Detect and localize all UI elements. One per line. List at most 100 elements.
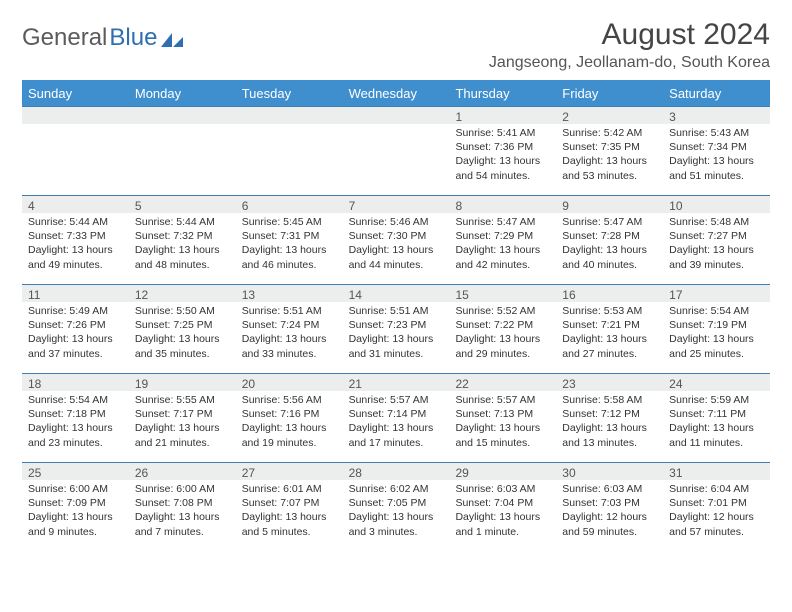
sunset-text: Sunset: 7:11 PM	[669, 407, 764, 421]
calendar-day: 29Sunrise: 6:03 AMSunset: 7:04 PMDayligh…	[449, 463, 556, 551]
day-number-band: 12	[129, 285, 236, 302]
logo-sail-icon	[161, 31, 183, 47]
daylight-text: Daylight: 13 hours and 27 minutes.	[562, 332, 657, 360]
sunset-text: Sunset: 7:14 PM	[349, 407, 444, 421]
day-number-band: 1	[449, 107, 556, 124]
sunset-text: Sunset: 7:28 PM	[562, 229, 657, 243]
sunset-text: Sunset: 7:36 PM	[455, 140, 550, 154]
sunrise-text: Sunrise: 5:57 AM	[349, 393, 444, 407]
sunrise-text: Sunrise: 5:59 AM	[669, 393, 764, 407]
daylight-text: Daylight: 12 hours and 59 minutes.	[562, 510, 657, 538]
sunrise-text: Sunrise: 5:44 AM	[28, 215, 123, 229]
day-info: Sunrise: 5:44 AMSunset: 7:33 PMDaylight:…	[26, 215, 125, 272]
day-number-band: 8	[449, 196, 556, 213]
sunrise-text: Sunrise: 5:55 AM	[135, 393, 230, 407]
daylight-text: Daylight: 13 hours and 1 minute.	[455, 510, 550, 538]
day-number-band: 4	[22, 196, 129, 213]
sunrise-text: Sunrise: 5:58 AM	[562, 393, 657, 407]
day-number-band: 15	[449, 285, 556, 302]
sunrise-text: Sunrise: 5:41 AM	[455, 126, 550, 140]
day-number-band: 9	[556, 196, 663, 213]
day-number: 24	[669, 377, 682, 391]
brand-part1: General	[22, 24, 107, 52]
sunrise-text: Sunrise: 5:51 AM	[242, 304, 337, 318]
day-info: Sunrise: 5:58 AMSunset: 7:12 PMDaylight:…	[560, 393, 659, 450]
sunrise-text: Sunrise: 5:44 AM	[135, 215, 230, 229]
calendar-week: 4Sunrise: 5:44 AMSunset: 7:33 PMDaylight…	[22, 195, 770, 284]
day-number-band	[236, 107, 343, 124]
day-info: Sunrise: 5:44 AMSunset: 7:32 PMDaylight:…	[133, 215, 232, 272]
daylight-text: Daylight: 13 hours and 53 minutes.	[562, 154, 657, 182]
daylight-text: Daylight: 13 hours and 29 minutes.	[455, 332, 550, 360]
sunrise-text: Sunrise: 5:43 AM	[669, 126, 764, 140]
day-info: Sunrise: 6:03 AMSunset: 7:04 PMDaylight:…	[453, 482, 552, 539]
daylight-text: Daylight: 13 hours and 5 minutes.	[242, 510, 337, 538]
day-number-band: 28	[343, 463, 450, 480]
weekday-header-row: Sunday Monday Tuesday Wednesday Thursday…	[22, 82, 770, 106]
day-number: 5	[135, 199, 142, 213]
day-info: Sunrise: 6:01 AMSunset: 7:07 PMDaylight:…	[240, 482, 339, 539]
calendar-day: 6Sunrise: 5:45 AMSunset: 7:31 PMDaylight…	[236, 196, 343, 284]
sunrise-text: Sunrise: 5:42 AM	[562, 126, 657, 140]
day-number-band: 20	[236, 374, 343, 391]
day-info: Sunrise: 5:45 AMSunset: 7:31 PMDaylight:…	[240, 215, 339, 272]
day-number-band: 10	[663, 196, 770, 213]
sunrise-text: Sunrise: 6:04 AM	[669, 482, 764, 496]
sunset-text: Sunset: 7:24 PM	[242, 318, 337, 332]
daylight-text: Daylight: 13 hours and 11 minutes.	[669, 421, 764, 449]
day-number-band: 17	[663, 285, 770, 302]
daylight-text: Daylight: 13 hours and 15 minutes.	[455, 421, 550, 449]
day-number: 2	[562, 110, 569, 124]
sunrise-text: Sunrise: 6:03 AM	[455, 482, 550, 496]
sunset-text: Sunset: 7:23 PM	[349, 318, 444, 332]
day-number: 7	[349, 199, 356, 213]
day-number-band: 30	[556, 463, 663, 480]
page-header: GeneralBlue August 2024 Jangseong, Jeoll…	[22, 18, 770, 72]
day-info: Sunrise: 6:00 AMSunset: 7:08 PMDaylight:…	[133, 482, 232, 539]
calendar-day: 17Sunrise: 5:54 AMSunset: 7:19 PMDayligh…	[663, 285, 770, 373]
day-number: 14	[349, 288, 362, 302]
daylight-text: Daylight: 13 hours and 46 minutes.	[242, 243, 337, 271]
sunset-text: Sunset: 7:26 PM	[28, 318, 123, 332]
day-info: Sunrise: 5:41 AMSunset: 7:36 PMDaylight:…	[453, 126, 552, 183]
day-info: Sunrise: 5:48 AMSunset: 7:27 PMDaylight:…	[667, 215, 766, 272]
day-number-band: 3	[663, 107, 770, 124]
calendar-day: 8Sunrise: 5:47 AMSunset: 7:29 PMDaylight…	[449, 196, 556, 284]
calendar-day: 14Sunrise: 5:51 AMSunset: 7:23 PMDayligh…	[343, 285, 450, 373]
calendar-day: 13Sunrise: 5:51 AMSunset: 7:24 PMDayligh…	[236, 285, 343, 373]
day-number: 18	[28, 377, 41, 391]
sunset-text: Sunset: 7:08 PM	[135, 496, 230, 510]
day-number: 4	[28, 199, 35, 213]
calendar: Sunday Monday Tuesday Wednesday Thursday…	[22, 80, 770, 551]
calendar-day: 5 Sunrise: 5:44 AMSunset: 7:32 PMDaylight…	[129, 196, 236, 284]
daylight-text: Daylight: 13 hours and 48 minutes.	[135, 243, 230, 271]
calendar-day: 27Sunrise: 6:01 AMSunset: 7:07 PMDayligh…	[236, 463, 343, 551]
sunset-text: Sunset: 7:12 PM	[562, 407, 657, 421]
calendar-day: 2Sunrise: 5:42 AMSunset: 7:35 PMDaylight…	[556, 107, 663, 195]
sunrise-text: Sunrise: 5:46 AM	[349, 215, 444, 229]
day-number: 13	[242, 288, 255, 302]
day-info: Sunrise: 5:59 AMSunset: 7:11 PMDaylight:…	[667, 393, 766, 450]
daylight-text: Daylight: 13 hours and 19 minutes.	[242, 421, 337, 449]
sunrise-text: Sunrise: 5:56 AM	[242, 393, 337, 407]
day-info: Sunrise: 6:03 AMSunset: 7:03 PMDaylight:…	[560, 482, 659, 539]
day-info: Sunrise: 5:56 AMSunset: 7:16 PMDaylight:…	[240, 393, 339, 450]
daylight-text: Daylight: 13 hours and 23 minutes.	[28, 421, 123, 449]
weekday-header: Tuesday	[236, 82, 343, 106]
daylight-text: Daylight: 13 hours and 3 minutes.	[349, 510, 444, 538]
sunrise-text: Sunrise: 5:49 AM	[28, 304, 123, 318]
sunrise-text: Sunrise: 6:00 AM	[28, 482, 123, 496]
daylight-text: Daylight: 13 hours and 39 minutes.	[669, 243, 764, 271]
day-number-band: 14	[343, 285, 450, 302]
daylight-text: Daylight: 13 hours and 25 minutes.	[669, 332, 764, 360]
day-number-band: 16	[556, 285, 663, 302]
sunset-text: Sunset: 7:13 PM	[455, 407, 550, 421]
sunset-text: Sunset: 7:04 PM	[455, 496, 550, 510]
day-number: 19	[135, 377, 148, 391]
sunset-text: Sunset: 7:25 PM	[135, 318, 230, 332]
day-number-band: 23	[556, 374, 663, 391]
sunset-text: Sunset: 7:33 PM	[28, 229, 123, 243]
sunrise-text: Sunrise: 5:51 AM	[349, 304, 444, 318]
day-number-band: 26	[129, 463, 236, 480]
sunrise-text: Sunrise: 5:54 AM	[28, 393, 123, 407]
